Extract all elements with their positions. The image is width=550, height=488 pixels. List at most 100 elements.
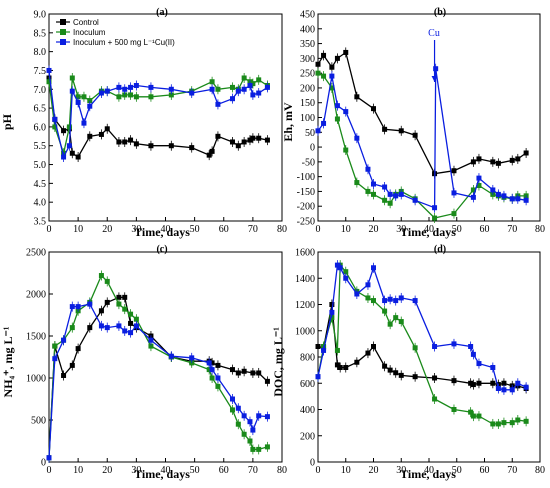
data-point-control xyxy=(133,141,139,147)
legend-marker-inoculum xyxy=(60,29,66,35)
data-point-inoculum-cu xyxy=(382,298,388,304)
y-tick-label: 2000 xyxy=(26,290,46,301)
data-point-inoculum-cu xyxy=(382,184,388,190)
data-point-inoculum-cu xyxy=(343,275,349,281)
data-point-inoculum xyxy=(46,79,52,85)
x-tick-label: 20 xyxy=(369,224,379,235)
data-point-inoculum xyxy=(451,211,457,217)
x-tick-label: 20 xyxy=(369,465,379,476)
data-point-control xyxy=(241,368,247,374)
x-tick-label: 30 xyxy=(131,465,141,476)
data-point-inoculum xyxy=(81,94,87,100)
data-point-control xyxy=(387,367,393,373)
x-tick-label: 50 xyxy=(452,465,462,476)
data-point-inoculum-cu xyxy=(87,301,93,307)
data-point-control xyxy=(209,148,215,154)
data-point-inoculum-cu xyxy=(523,197,529,203)
y-tick-label: 200 xyxy=(300,83,315,94)
data-point-control xyxy=(209,360,215,366)
data-point-inoculum-cu xyxy=(343,109,349,115)
data-point-inoculum-cu xyxy=(490,365,496,370)
y-tick-label: 800 xyxy=(300,353,315,364)
data-point-inoculum xyxy=(133,94,139,100)
legend-label-control: Control xyxy=(73,18,99,27)
data-point-control xyxy=(189,145,195,151)
data-point-inoculum-cu xyxy=(52,356,58,362)
data-point-inoculum-cu xyxy=(495,191,501,197)
y-tick-label: -150 xyxy=(297,187,315,198)
data-point-inoculum-cu xyxy=(412,298,418,304)
data-point-inoculum-cu xyxy=(432,205,438,211)
data-point-inoculum-cu xyxy=(52,116,58,122)
y-tick-label: 3.5 xyxy=(34,217,47,228)
y-tick-label: 6.0 xyxy=(34,122,47,133)
data-point-control xyxy=(334,55,340,61)
data-point-control xyxy=(247,137,253,143)
data-point-inoculum-cu xyxy=(133,83,139,89)
y-axis-label-d: DOC, mg L⁻¹ xyxy=(271,327,285,397)
data-point-inoculum-cu xyxy=(515,380,521,386)
x-tick-label: 10 xyxy=(341,224,351,235)
x-tick-label: 40 xyxy=(424,465,434,476)
data-point-inoculum-cu xyxy=(46,67,52,73)
data-point-control xyxy=(61,372,67,378)
data-point-inoculum-cu xyxy=(515,196,521,202)
data-point-inoculum xyxy=(343,269,349,275)
data-point-inoculum xyxy=(321,73,327,79)
data-point-control xyxy=(501,380,507,386)
data-point-inoculum xyxy=(393,315,399,321)
x-tick-label: 0 xyxy=(316,465,321,476)
data-point-inoculum xyxy=(148,94,154,100)
data-point-control xyxy=(412,132,418,138)
y-tick-label: 100 xyxy=(300,113,315,124)
data-point-control xyxy=(393,370,399,376)
x-tick-label: 30 xyxy=(396,224,406,235)
x-tick-label: 0 xyxy=(47,465,52,476)
data-point-inoculum xyxy=(365,295,371,301)
data-point-inoculum xyxy=(387,321,393,327)
x-tick-label: 80 xyxy=(535,465,545,476)
data-point-control xyxy=(98,131,104,137)
y-tick-label: 1400 xyxy=(295,274,315,285)
x-tick-label: 70 xyxy=(248,224,258,235)
data-point-inoculum-cu xyxy=(451,341,457,347)
data-point-inoculum-cu xyxy=(241,86,247,92)
data-point-inoculum xyxy=(365,188,371,194)
x-tick-label: 40 xyxy=(424,224,434,235)
data-point-control xyxy=(87,133,93,139)
data-point-control xyxy=(315,344,321,349)
data-point-control xyxy=(354,359,360,365)
data-point-control xyxy=(235,370,241,376)
data-point-control xyxy=(256,370,262,376)
data-point-control xyxy=(329,302,335,307)
data-point-inoculum-cu xyxy=(509,387,515,393)
data-point-inoculum-cu xyxy=(501,193,507,199)
data-point-inoculum-cu xyxy=(69,88,75,94)
data-point-control xyxy=(128,137,134,143)
y-tick-label: -50 xyxy=(302,157,315,168)
data-point-inoculum-cu xyxy=(334,262,340,268)
legend: Control Inoculum Inoculum + 500 mg L⁻¹Cu… xyxy=(56,18,175,47)
data-point-control xyxy=(398,128,404,134)
legend-marker-inoculum-cu xyxy=(60,39,66,45)
data-point-inoculum xyxy=(329,315,335,321)
y-tick-label: 7.0 xyxy=(34,85,47,96)
data-point-inoculum xyxy=(122,306,128,312)
data-point-inoculum xyxy=(387,200,393,206)
x-tick-label: 20 xyxy=(102,224,112,235)
data-point-inoculum-cu xyxy=(315,128,321,134)
data-point-inoculum xyxy=(235,421,241,427)
data-point-inoculum xyxy=(495,421,501,427)
data-point-inoculum xyxy=(52,343,58,349)
data-point-inoculum-cu xyxy=(398,191,404,197)
data-point-control xyxy=(98,308,104,314)
data-point-inoculum-cu xyxy=(98,323,104,329)
data-point-inoculum-cu xyxy=(128,330,134,336)
data-point-control xyxy=(523,150,529,156)
data-point-inoculum-cu xyxy=(168,86,174,92)
data-point-control xyxy=(412,374,418,380)
data-point-inoculum-cu xyxy=(229,96,235,102)
data-point-inoculum-cu xyxy=(354,135,360,141)
data-point-inoculum-cu xyxy=(116,323,122,329)
data-point-control xyxy=(334,362,340,368)
